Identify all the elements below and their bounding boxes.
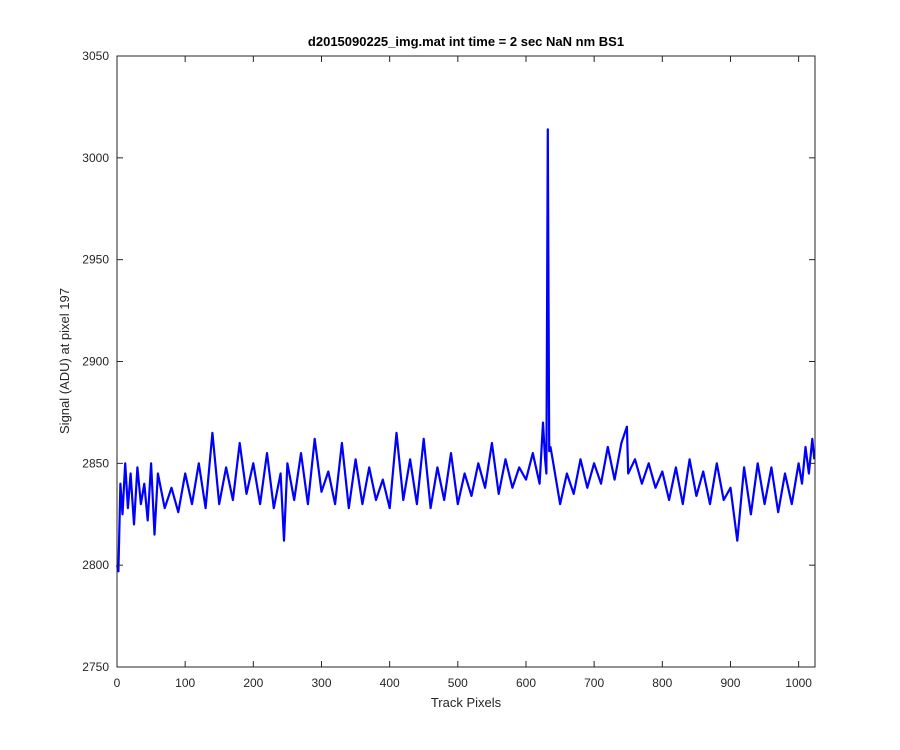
x-tick-label: 600 [516,676,536,690]
y-tick-label: 2850 [82,456,109,470]
series-layer [115,128,816,573]
y-tick-label: 2900 [82,355,109,369]
x-tick-label: 800 [652,676,672,690]
series-line-0 [115,128,816,573]
x-tick-label: 500 [448,676,468,690]
x-tick-label: 1000 [785,676,812,690]
x-tick-label: 900 [720,676,740,690]
x-tick-label: 100 [175,676,195,690]
tick-layer: 0 100 200 300 400 500 600 700 800 900 1000 2750 2800… [82,49,815,690]
y-tick-label: 3000 [82,151,109,165]
x-tick-label: 400 [380,676,400,690]
y-axis-title: Signal (ADU) at pixel 197 [57,288,72,434]
x-tick-label: 300 [311,676,331,690]
y-tick-label: 2950 [82,253,109,267]
x-tick-label: 0 [114,676,121,690]
x-axis-title: Track Pixels [431,695,502,710]
y-tick-label: 2750 [82,660,109,674]
y-tick-label: 3050 [82,49,109,63]
chart-title: d2015090225_img.mat int time = 2 sec NaN… [308,34,624,49]
plot-frame [116,55,816,668]
x-tick-label: 200 [243,676,263,690]
y-tick-label: 2800 [82,558,109,572]
x-tick-label: 700 [584,676,604,690]
plot-background [117,56,815,667]
